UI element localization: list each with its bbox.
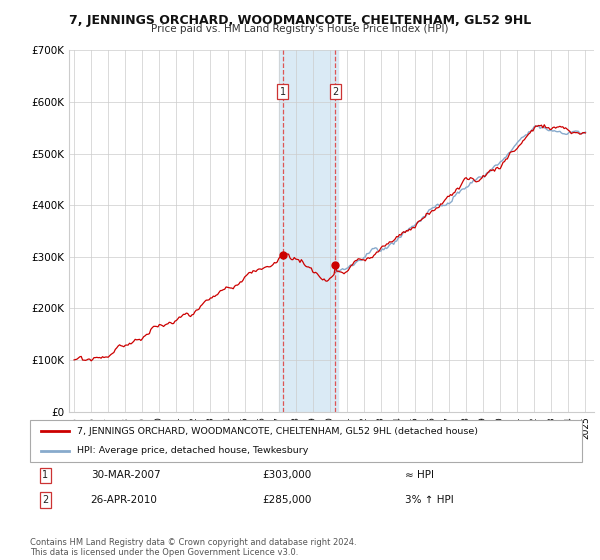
Text: 2: 2 — [43, 495, 49, 505]
Text: 1: 1 — [280, 87, 286, 97]
Text: £285,000: £285,000 — [262, 495, 311, 505]
Text: ≈ HPI: ≈ HPI — [406, 470, 434, 480]
Text: 7, JENNINGS ORCHARD, WOODMANCOTE, CHELTENHAM, GL52 9HL: 7, JENNINGS ORCHARD, WOODMANCOTE, CHELTE… — [69, 14, 531, 27]
Bar — [278, 50, 338, 412]
Text: 3% ↑ HPI: 3% ↑ HPI — [406, 495, 454, 505]
Text: HPI: Average price, detached house, Tewkesbury: HPI: Average price, detached house, Tewk… — [77, 446, 308, 455]
Text: 2: 2 — [332, 87, 338, 97]
Text: £303,000: £303,000 — [262, 470, 311, 480]
FancyBboxPatch shape — [30, 420, 582, 462]
Text: Price paid vs. HM Land Registry's House Price Index (HPI): Price paid vs. HM Land Registry's House … — [151, 24, 449, 34]
Text: Contains HM Land Registry data © Crown copyright and database right 2024.
This d: Contains HM Land Registry data © Crown c… — [30, 538, 356, 557]
Text: 30-MAR-2007: 30-MAR-2007 — [91, 470, 160, 480]
Text: 26-APR-2010: 26-APR-2010 — [91, 495, 158, 505]
Text: 1: 1 — [43, 470, 49, 480]
Text: 7, JENNINGS ORCHARD, WOODMANCOTE, CHELTENHAM, GL52 9HL (detached house): 7, JENNINGS ORCHARD, WOODMANCOTE, CHELTE… — [77, 427, 478, 436]
